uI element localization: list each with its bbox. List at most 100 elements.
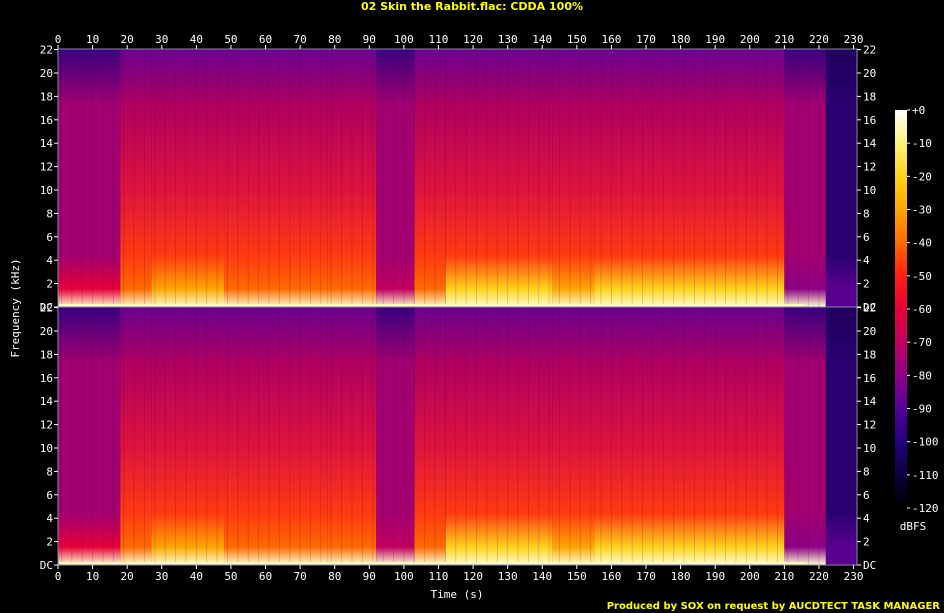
y-tick-label-left: 22: [40, 302, 53, 315]
y-tick-label-left: 12: [40, 161, 53, 174]
x-tick-label-top: 200: [740, 33, 760, 46]
x-tick-label-top: 210: [774, 33, 794, 46]
x-tick-label-top: 120: [463, 33, 483, 46]
x-tick-label-top: 80: [328, 33, 341, 46]
y-tick-label-right: DC: [863, 301, 876, 314]
spectrum-segment: [151, 307, 225, 565]
y-tick-label-left: 18: [40, 348, 53, 361]
y-tick-label-right: 10: [863, 442, 876, 455]
y-tick-label-left: 12: [40, 419, 53, 432]
y-tick-label-left: 2: [46, 278, 53, 291]
y-tick-label-right: 12: [863, 161, 876, 174]
x-axis-label: Time (s): [431, 588, 484, 601]
footer-credit: Produced by SOX on request by AUCDTECT T…: [607, 601, 941, 612]
y-tick-label-left: DC: [40, 559, 53, 572]
y-tick-label-left: 4: [46, 512, 53, 525]
x-tick-label-bottom: 160: [601, 570, 621, 583]
y-tick-label-right: 14: [863, 137, 877, 150]
colorbar-tick-label: -120: [912, 502, 939, 515]
x-tick-label-top: 220: [809, 33, 829, 46]
x-tick-label-bottom: 210: [774, 570, 794, 583]
spectrum-segment: [552, 307, 595, 565]
x-tick-label-top: 160: [601, 33, 621, 46]
y-tick-label-right: 16: [863, 372, 876, 385]
spectrum-segment: [376, 307, 415, 565]
colorbar-tick-label: -30: [912, 204, 932, 217]
x-tick-label-top: 150: [567, 33, 587, 46]
y-tick-label-right: 6: [863, 489, 870, 502]
y-tick-label-right: 18: [863, 348, 876, 361]
y-tick-label-right: 12: [863, 419, 876, 432]
y-tick-label-left: 16: [40, 372, 53, 385]
x-tick-label-bottom: 0: [55, 570, 62, 583]
y-tick-label-left: 2: [46, 536, 53, 549]
y-tick-label-left: 10: [40, 184, 53, 197]
spectrogram-right: [57, 306, 858, 566]
spectrum-segment: [594, 307, 785, 565]
x-tick-label-top: 0: [55, 33, 62, 46]
x-tick-label-bottom: 60: [259, 570, 272, 583]
x-tick-label-top: 60: [259, 33, 272, 46]
spectrum-segment: [414, 49, 446, 307]
spectrum-segment: [224, 307, 328, 565]
y-tick-label-right: 22: [863, 44, 876, 57]
x-tick-label-bottom: 180: [671, 570, 691, 583]
spectrum-segment: [58, 307, 121, 565]
spectrum-segment: [224, 49, 328, 307]
y-tick-label-left: 22: [40, 44, 53, 57]
x-tick-label-bottom: 100: [394, 570, 414, 583]
y-tick-label-right: 16: [863, 114, 876, 127]
x-tick-label-top: 100: [394, 33, 414, 46]
chart-axes: 0 0 10 10 20 20 30 30 40 40 50 50 60 60 70 70 80 80 90 90 10…: [40, 33, 877, 583]
y-tick-label-right: 20: [863, 325, 876, 338]
colorbar-tick-label: +0: [912, 104, 925, 117]
spectrum-segment: [594, 49, 785, 307]
spectrum-segment: [327, 49, 377, 307]
colorbar-tick-label: -60: [912, 303, 932, 316]
x-tick-label-top: 10: [86, 33, 99, 46]
x-tick-label-bottom: 10: [86, 570, 99, 583]
x-tick-label-top: 110: [429, 33, 449, 46]
y-tick-label-left: DC: [40, 301, 53, 314]
y-tick-label-right: 22: [863, 302, 876, 315]
x-tick-label-bottom: 220: [809, 570, 829, 583]
y-tick-label-right: DC: [863, 559, 876, 572]
y-tick-label-left: 14: [40, 395, 54, 408]
x-tick-label-top: 40: [190, 33, 203, 46]
x-tick-label-bottom: 170: [636, 570, 656, 583]
spectrum-segment: [825, 307, 857, 565]
spectrum-segment: [58, 49, 121, 307]
y-tick-label-right: 14: [863, 395, 877, 408]
colorbar-tick-label: -80: [912, 369, 932, 382]
colorbar-tick-label: -10: [912, 137, 932, 150]
x-tick-label-top: 130: [498, 33, 518, 46]
x-tick-label-bottom: 50: [224, 570, 237, 583]
y-tick-label-right: 10: [863, 184, 876, 197]
x-tick-label-bottom: 90: [363, 570, 376, 583]
spectrum-segment: [414, 307, 446, 565]
colorbar-tick-label: -40: [912, 237, 932, 250]
x-tick-label-bottom: 30: [155, 570, 168, 583]
x-tick-label-top: 90: [363, 33, 376, 46]
x-tick-label-bottom: 150: [567, 570, 587, 583]
y-tick-label-right: 8: [863, 465, 870, 478]
spectrum-segment: [552, 49, 595, 307]
spectrum-segment: [120, 49, 152, 307]
colorbar-tick-label: -20: [912, 170, 932, 183]
spectrum-segment: [784, 307, 826, 565]
x-tick-label-top: 140: [532, 33, 552, 46]
colorbar-tick-label: -70: [912, 336, 932, 349]
spectrum-segment: [445, 49, 553, 307]
colorbar-tick-label: -110: [912, 469, 939, 482]
x-tick-label-top: 20: [121, 33, 134, 46]
spectrogram-left: [57, 48, 858, 308]
spectrum-segment: [784, 49, 826, 307]
y-tick-label-left: 10: [40, 442, 53, 455]
spectrum-segment: [445, 307, 553, 565]
x-tick-label-bottom: 20: [121, 570, 134, 583]
x-tick-label-bottom: 190: [705, 570, 725, 583]
spectrogram-plots: [57, 48, 858, 566]
y-tick-label-left: 4: [46, 254, 53, 267]
chart-title: 02 Skin the Rabbit.flac: CDDA 100%: [361, 0, 583, 13]
